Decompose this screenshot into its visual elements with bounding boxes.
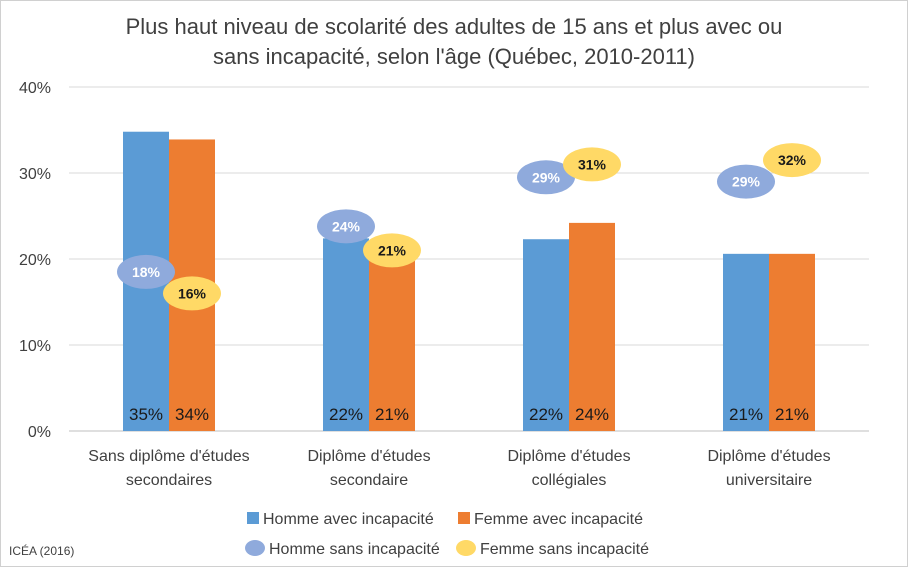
marker-homme-sans [517, 160, 575, 195]
legend-label: Femme sans incapacité [480, 541, 649, 558]
marker-data-label: 29% [532, 169, 561, 185]
marker-femme-sans [563, 147, 621, 182]
x-category-label: secondaires [126, 472, 212, 489]
marker-data-label: 18% [132, 264, 161, 280]
y-tick-label: 30% [19, 166, 51, 183]
legend-label: Femme avec incapacité [474, 511, 643, 528]
legend-swatch [458, 512, 470, 524]
legend-swatch [456, 540, 476, 556]
marker-homme-sans [117, 254, 175, 289]
x-category-label: Sans diplôme d'études [88, 448, 249, 465]
marker-data-label: 24% [332, 218, 361, 234]
legend-label: Homme avec incapacité [263, 511, 434, 528]
x-category-label: secondaire [330, 472, 408, 489]
y-tick-label: 40% [19, 80, 51, 97]
chart-title-line: sans incapacité, selon l'âge (Québec, 20… [213, 44, 695, 69]
bar-femme-avec [369, 248, 415, 431]
x-category-label: Diplôme d'études [307, 448, 430, 465]
bar-data-label: 21% [375, 405, 409, 424]
marker-femme-sans [763, 143, 821, 178]
x-category-label: Diplôme d'études [707, 448, 830, 465]
marker-data-label: 16% [178, 285, 207, 301]
legend-swatch [245, 540, 265, 556]
bar-data-label: 21% [729, 405, 763, 424]
marker-homme-sans [717, 164, 775, 199]
bar-homme-avec [323, 238, 369, 431]
y-tick-label: 20% [19, 252, 51, 269]
legend-label: Homme sans incapacité [269, 541, 440, 558]
legend-swatch [247, 512, 259, 524]
bar-homme-avec [723, 253, 769, 431]
x-category-label: collégiales [532, 472, 607, 489]
source-note: ICÉA (2016) [9, 543, 74, 558]
marker-femme-sans [163, 276, 221, 311]
bar-femme-avec [769, 253, 815, 431]
marker-data-label: 32% [778, 152, 807, 168]
marker-data-label: 29% [732, 174, 761, 190]
bar-data-label: 35% [129, 405, 163, 424]
y-tick-label: 10% [19, 338, 51, 355]
marker-homme-sans [317, 209, 375, 244]
y-tick-label: 0% [28, 424, 51, 441]
bar-data-label: 22% [529, 405, 563, 424]
bar-data-label: 22% [329, 405, 363, 424]
bar-data-label: 24% [575, 405, 609, 424]
bar-data-label: 21% [775, 405, 809, 424]
x-category-label: universitaire [726, 472, 812, 489]
marker-data-label: 21% [378, 242, 407, 258]
bar-homme-avec [523, 239, 569, 431]
bar-data-label: 34% [175, 405, 209, 424]
marker-femme-sans [363, 233, 421, 268]
chart-title-line: Plus haut niveau de scolarité des adulte… [126, 14, 783, 39]
marker-data-label: 31% [578, 156, 607, 172]
bar-femme-avec [569, 222, 615, 431]
x-category-label: Diplôme d'études [507, 448, 630, 465]
